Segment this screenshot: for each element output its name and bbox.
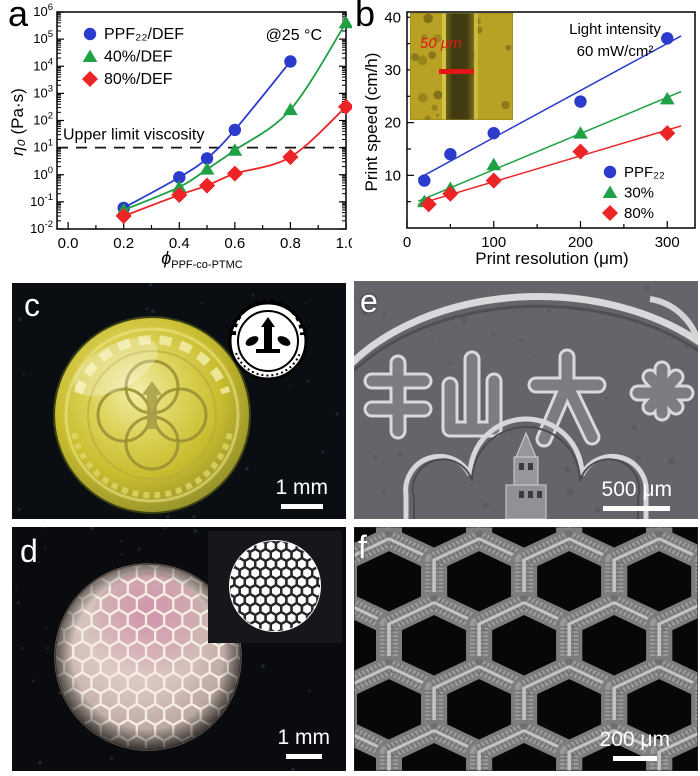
tower-silhouette bbox=[505, 431, 547, 520]
svg-text:10: 10 bbox=[384, 167, 401, 184]
scale-bar-f-line bbox=[612, 756, 657, 761]
svg-text:40%/DEF: 40%/DEF bbox=[104, 49, 173, 66]
viscosity-vs-fraction-plot: 0.0 0.2 0.4 0.6 0.8 1.0 10-2 10-1 100 101 102 103 10… bbox=[30, 2, 352, 252]
panel-a-label: a bbox=[8, 0, 29, 34]
scale-bar-e: 500 μm bbox=[602, 478, 672, 511]
panel-a-x-axis-label: ϕPPF-co-PTMC bbox=[57, 248, 347, 271]
svg-text:105: 105 bbox=[33, 29, 53, 46]
scale-bar-c-label: 1 mm bbox=[275, 476, 329, 499]
svg-text:PPF₂₂: PPF₂₂ bbox=[624, 164, 665, 181]
svg-text:0.8: 0.8 bbox=[280, 235, 301, 252]
svg-text:@25 °C: @25 °C bbox=[266, 27, 322, 44]
svg-text:0: 0 bbox=[403, 234, 411, 251]
panel-a-viscosity-chart: a η₀ (Pa·s) 0.00.20.40.60.81.010-210-110… bbox=[0, 0, 352, 278]
svg-text:Light intensity: Light intensity bbox=[569, 21, 661, 38]
svg-text:106: 106 bbox=[33, 2, 53, 19]
channel-micrograph-inset: 50 μm bbox=[409, 12, 514, 122]
panel-e-sem-emblem: e 500 μm bbox=[336, 281, 700, 520]
phi-subscript: PPF-co-PTMC bbox=[171, 259, 243, 271]
svg-text:1.0: 1.0 bbox=[336, 235, 352, 252]
svg-text:40: 40 bbox=[384, 9, 401, 26]
svg-text:103: 103 bbox=[33, 83, 53, 100]
inset-scale-label: 50 μm bbox=[420, 35, 462, 52]
svg-text:10-1: 10-1 bbox=[30, 192, 53, 209]
panel-b-label: b bbox=[355, 0, 376, 34]
svg-text:102: 102 bbox=[33, 111, 53, 128]
panel-c-label: c bbox=[24, 287, 40, 323]
svg-text:0.0: 0.0 bbox=[58, 235, 79, 252]
svg-text:20: 20 bbox=[384, 115, 401, 132]
scale-bar-f-label: 200 μm bbox=[599, 728, 670, 751]
svg-text:101: 101 bbox=[33, 138, 53, 155]
scale-bar-c: 1 mm bbox=[275, 476, 329, 509]
panel-f-label: f bbox=[358, 529, 367, 565]
svg-text:30: 30 bbox=[384, 62, 401, 79]
svg-text:30%: 30% bbox=[624, 185, 654, 202]
svg-text:100: 100 bbox=[481, 234, 506, 251]
panel-c-emblem-photo: c 1 mm bbox=[11, 283, 346, 519]
sem-emblem-image bbox=[336, 281, 700, 520]
scale-bar-d-line bbox=[285, 754, 322, 759]
speed-vs-resolution-plot: 0 100 200 300 10 20 30 40 PPF₂₂ 30% 80% Light inten… bbox=[384, 9, 696, 251]
svg-text:200: 200 bbox=[568, 234, 593, 251]
lattice-sphere-image bbox=[12, 525, 346, 772]
panel-f-sem-honeycomb: f 200 μm bbox=[286, 464, 700, 776]
scale-bar-d-label: 1 mm bbox=[277, 726, 331, 749]
svg-text:300: 300 bbox=[655, 234, 680, 251]
svg-text:10-2: 10-2 bbox=[30, 219, 53, 236]
svg-text:0.6: 0.6 bbox=[224, 235, 245, 252]
panel-e-label: e bbox=[360, 283, 378, 319]
university-seal-inset bbox=[228, 299, 308, 381]
svg-text:80%: 80% bbox=[624, 205, 654, 222]
svg-text:0.2: 0.2 bbox=[113, 235, 134, 252]
panel-d-lattice-sphere-photo: d 1 mm bbox=[12, 525, 346, 772]
panel-d-label: d bbox=[20, 533, 38, 569]
svg-text:0.4: 0.4 bbox=[169, 235, 190, 252]
panel-b-x-axis-label: Print resolution (μm) bbox=[475, 249, 629, 268]
printed-emblem-image bbox=[11, 283, 346, 519]
svg-text:80%/DEF: 80%/DEF bbox=[104, 71, 173, 88]
cad-model-inset bbox=[208, 531, 342, 643]
scale-bar-e-line bbox=[603, 506, 671, 511]
svg-text:60 mW/cm²: 60 mW/cm² bbox=[577, 43, 654, 60]
scale-bar-f: 200 μm bbox=[600, 728, 670, 761]
svg-text:Upper limit viscosity: Upper limit viscosity bbox=[63, 127, 204, 144]
scale-bar-d: 1 mm bbox=[277, 726, 331, 759]
scale-bar-e-label: 500 μm bbox=[601, 478, 672, 501]
printed-disc bbox=[53, 316, 251, 514]
panel-b-print-speed-chart: b Print speed (cm/h) 0 100 200 300 10 20 30 40 P… bbox=[352, 0, 700, 278]
inset-scale-bar bbox=[439, 69, 474, 74]
scale-bar-c-line bbox=[280, 504, 323, 509]
svg-text:104: 104 bbox=[33, 56, 53, 73]
phi-symbol: ϕ bbox=[161, 248, 172, 268]
svg-text:PPF₂₂/DEF: PPF₂₂/DEF bbox=[104, 26, 184, 43]
svg-text:100: 100 bbox=[33, 165, 53, 182]
channel-micrograph-image bbox=[409, 12, 514, 122]
